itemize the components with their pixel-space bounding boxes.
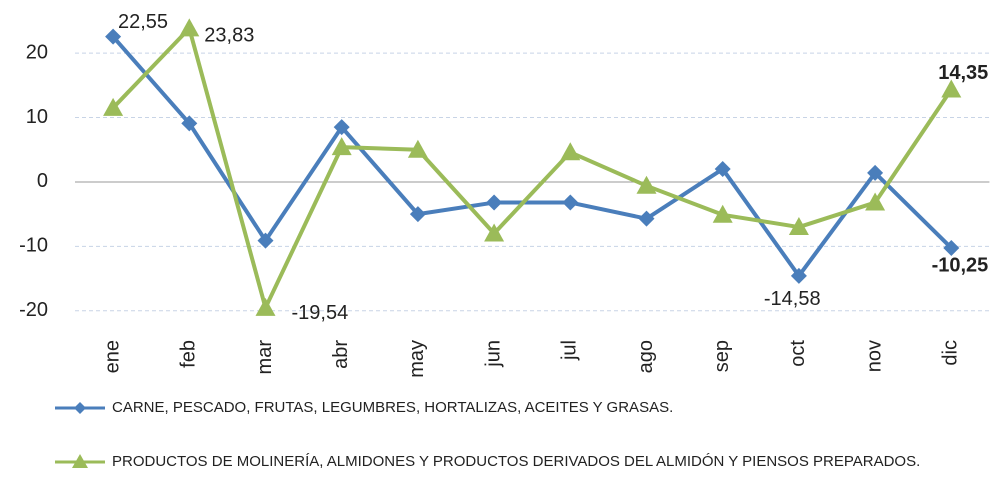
point [407, 139, 428, 158]
point [255, 297, 276, 316]
y-tick-label: 20 [26, 41, 48, 63]
point [865, 192, 886, 211]
x-tick-label: oct [787, 340, 809, 367]
x-tick-label: feb [178, 340, 200, 368]
point [562, 194, 579, 211]
point [331, 137, 352, 156]
point [638, 210, 655, 227]
x-tick-label: ago [635, 340, 657, 373]
data-label: -14,58 [764, 288, 821, 310]
point [788, 217, 809, 236]
x-tick-label: sep [711, 340, 733, 372]
legend-label: PRODUCTOS DE MOLINERÍA, ALMIDONES Y PROD… [112, 453, 921, 470]
y-tick-label: 10 [26, 106, 48, 128]
point [712, 204, 733, 223]
point [943, 239, 960, 256]
x-tick-label: nov [863, 340, 885, 372]
x-tick-label: ene [101, 340, 123, 373]
x-tick-label: abr [330, 340, 352, 369]
point [867, 164, 884, 181]
point [486, 194, 503, 211]
x-tick-label: jul [559, 340, 581, 361]
data-label: 22,55 [118, 11, 168, 33]
x-tick-label: may [406, 340, 428, 378]
point [103, 97, 124, 116]
legend-marker [72, 454, 88, 468]
point [105, 28, 122, 45]
data-label: 23,83 [204, 25, 254, 47]
point [333, 119, 350, 136]
point [790, 267, 807, 284]
point [636, 175, 657, 194]
x-tick-label: dic [940, 340, 962, 366]
series-line [111, 26, 953, 310]
point [409, 206, 426, 223]
point [560, 142, 581, 161]
y-tick-label: 0 [37, 170, 48, 192]
data-label: 14,35 [938, 62, 988, 84]
point [181, 115, 198, 132]
y-tick-label: -20 [19, 299, 48, 321]
legend-marker [74, 402, 86, 414]
series-line [111, 35, 953, 278]
point [257, 232, 274, 249]
point [179, 18, 200, 37]
x-tick-label: jun [482, 340, 504, 368]
y-tick-label: -10 [19, 235, 48, 257]
x-tick-label: mar [254, 340, 276, 375]
data-label: -19,54 [292, 302, 349, 324]
point [484, 223, 505, 242]
point [941, 79, 962, 98]
point [714, 161, 731, 178]
data-label: -10,25 [932, 254, 989, 276]
legend-label: CARNE, PESCADO, FRUTAS, LEGUMBRES, HORTA… [112, 399, 674, 416]
